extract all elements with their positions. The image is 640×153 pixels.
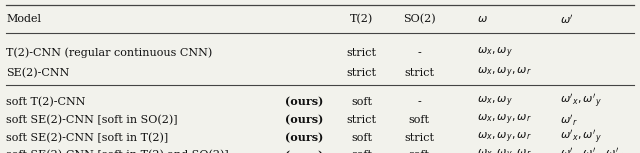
Text: $\omega_x, \omega_y, \omega_r$: $\omega_x, \omega_y, \omega_r$ [477,113,532,127]
Text: -: - [417,97,421,107]
Text: soft: soft [409,115,429,125]
Text: $\omega'_x, \omega'_y, \omega'_r$: $\omega'_x, \omega'_y, \omega'_r$ [560,147,624,153]
Text: soft: soft [351,97,372,107]
Text: $\omega_x, \omega_y, \omega_r$: $\omega_x, \omega_y, \omega_r$ [477,65,532,80]
Text: SE(2)-CNN: SE(2)-CNN [6,67,70,78]
Text: soft: soft [351,150,372,153]
Text: $\omega'$: $\omega'$ [560,13,574,26]
Text: -: - [417,48,421,58]
Text: (ours): (ours) [285,115,323,126]
Text: Model: Model [6,14,42,24]
Text: (ours): (ours) [285,96,323,107]
Text: strict: strict [347,48,376,58]
Text: $\omega_x, \omega_y, \omega_r$: $\omega_x, \omega_y, \omega_r$ [477,131,532,145]
Text: $\omega$: $\omega$ [477,14,488,24]
Text: soft T(2)-CNN: soft T(2)-CNN [6,97,86,107]
Text: soft SE(2)-CNN [soft in T(2) and SO(2)]: soft SE(2)-CNN [soft in T(2) and SO(2)] [6,150,229,153]
Text: soft: soft [351,133,372,143]
Text: T(2)-CNN (regular continuous CNN): T(2)-CNN (regular continuous CNN) [6,47,212,58]
Text: strict: strict [404,68,434,78]
Text: soft: soft [409,150,429,153]
Text: $\omega'_r$: $\omega'_r$ [560,113,578,127]
Text: strict: strict [347,115,376,125]
Text: SO(2): SO(2) [403,14,435,24]
Text: strict: strict [404,133,434,143]
Text: $\omega_x, \omega_y$: $\omega_x, \omega_y$ [477,95,513,109]
Text: $\omega'_x, \omega'_y$: $\omega'_x, \omega'_y$ [560,93,602,110]
Text: (ours): (ours) [285,132,323,143]
Text: strict: strict [347,68,376,78]
Text: $\omega_x, \omega_y, \omega_r$: $\omega_x, \omega_y, \omega_r$ [477,148,532,153]
Text: (ours): (ours) [285,150,323,153]
Text: soft SE(2)-CNN [soft in SO(2)]: soft SE(2)-CNN [soft in SO(2)] [6,115,178,125]
Text: $\omega_x, \omega_y$: $\omega_x, \omega_y$ [477,46,513,60]
Text: soft SE(2)-CNN [soft in T(2)]: soft SE(2)-CNN [soft in T(2)] [6,132,169,143]
Text: $\omega'_x, \omega'_y$: $\omega'_x, \omega'_y$ [560,129,602,146]
Text: T(2): T(2) [350,14,373,24]
